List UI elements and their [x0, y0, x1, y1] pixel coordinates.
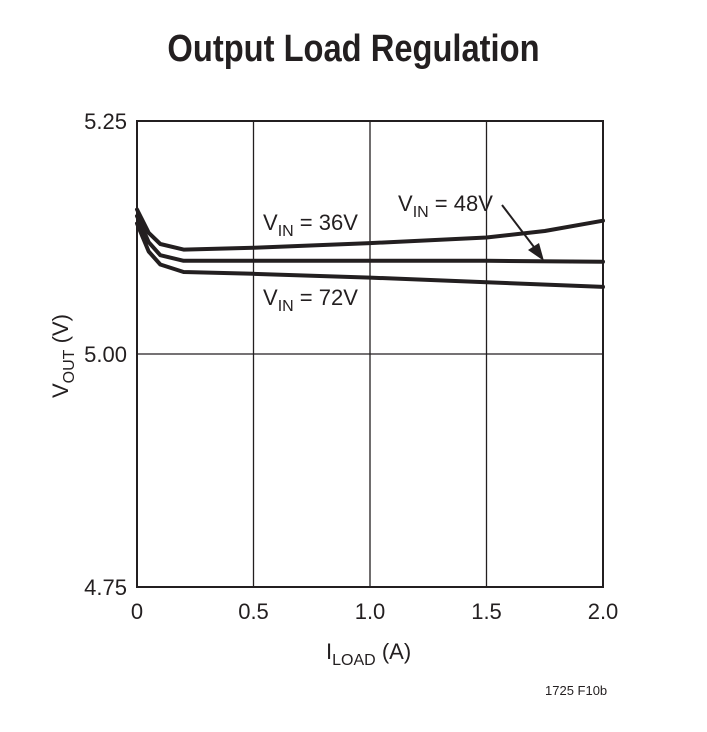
series-line-1 [135, 214, 605, 264]
annotation-arrow-head [528, 243, 544, 261]
series-lines [135, 207, 605, 289]
grid [136, 120, 604, 588]
annotation-arrow-shaft [501, 204, 538, 252]
series-label-36v: VIN = 36V [263, 210, 358, 240]
x-tick-label: 0.5 [238, 599, 269, 624]
y-tick-labels: 4.75 5.00 5.25 [84, 109, 127, 600]
x-tick-labels: 0 0.5 1.0 1.5 2.0 [131, 599, 618, 624]
y-tick-label: 5.25 [84, 109, 127, 134]
x-axis-label: ILOAD (A) [326, 639, 411, 669]
x-tick-label: 1.0 [355, 599, 386, 624]
y-axis-label: VOUT (V) [48, 314, 78, 398]
series-label-48v: VIN = 48V [398, 191, 493, 221]
x-tick-label: 0 [131, 599, 143, 624]
x-tick-label: 2.0 [588, 599, 619, 624]
series-line-2 [135, 221, 605, 289]
figure-id: 1725 F10b [545, 683, 608, 698]
y-tick-label: 4.75 [84, 575, 127, 600]
series-line-0 [135, 207, 605, 252]
series-label-72v: VIN = 72V [263, 285, 358, 315]
plot-frame [136, 120, 604, 588]
chart-title: Output Load Regulation [167, 28, 540, 70]
y-tick-label: 5.00 [84, 342, 127, 367]
x-tick-label: 1.5 [471, 599, 502, 624]
